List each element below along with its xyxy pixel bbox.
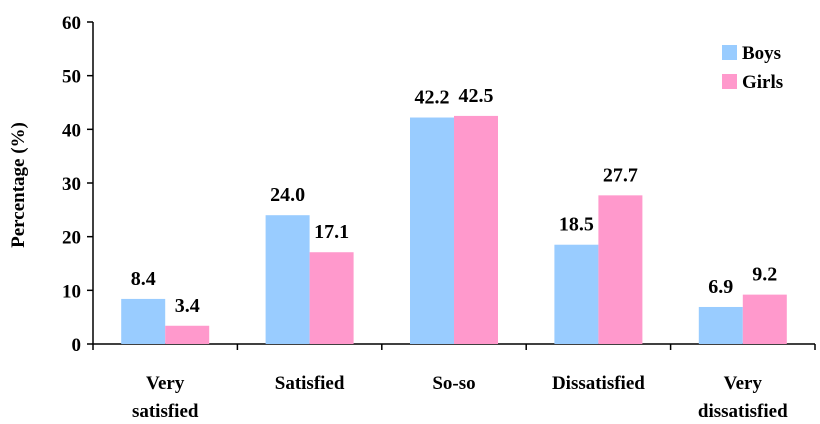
y-tick-label: 30 (62, 174, 81, 195)
legend-swatch-girls (722, 74, 737, 89)
category-label: Very (724, 373, 763, 394)
y-axis: 0 10 20 30 40 50 60 (62, 13, 94, 356)
data-label: 17.1 (314, 221, 349, 243)
bar-boys (121, 298, 166, 344)
y-tick-label: 10 (62, 281, 81, 302)
bar-girls (165, 325, 210, 344)
data-label: 24.0 (270, 184, 305, 206)
bar-girls (598, 195, 643, 344)
legend: Boys Girls (722, 43, 783, 93)
bar-boys (698, 306, 743, 344)
category-label: So-so (432, 373, 475, 394)
y-tick-label: 20 (62, 228, 81, 249)
bar-boys (265, 215, 310, 344)
y-axis-label: Percentage (%) (8, 122, 29, 248)
data-label: 27.7 (603, 164, 638, 186)
data-label: 8.4 (131, 268, 156, 290)
value-labels: 8.4 3.4 24.0 17.1 42.2 42.5 18.5 27.7 6.9 9.2 (131, 85, 778, 317)
bar-group (121, 115, 787, 345)
y-tick-label: 0 (72, 335, 82, 356)
category-label: dissatisfied (698, 401, 788, 422)
data-label: 42.2 (415, 87, 450, 109)
data-label: 18.5 (559, 214, 594, 236)
bar-boys (410, 117, 454, 344)
category-label: satisfied (132, 401, 199, 422)
data-label: 42.5 (459, 85, 494, 107)
bar-girls (309, 252, 354, 344)
category-labels: Very satisfied Satisfied So-so Dissatisfied V… (132, 373, 788, 422)
y-tick-label: 60 (62, 13, 81, 34)
y-tick-label: 50 (62, 67, 81, 88)
data-label: 6.9 (708, 276, 733, 298)
data-label: 9.2 (752, 264, 777, 286)
category-label: Very (146, 373, 185, 394)
data-label: 3.4 (175, 295, 200, 317)
category-label: Dissatisfied (552, 373, 645, 394)
x-axis (92, 343, 816, 350)
category-label: Satisfied (275, 373, 345, 394)
legend-label: Boys (742, 43, 781, 64)
bar-girls (454, 115, 498, 345)
bar-girls (742, 294, 787, 344)
legend-label: Girls (742, 72, 783, 93)
legend-swatch-boys (722, 45, 737, 60)
bar-boys (554, 244, 599, 344)
y-tick-label: 40 (62, 120, 81, 141)
